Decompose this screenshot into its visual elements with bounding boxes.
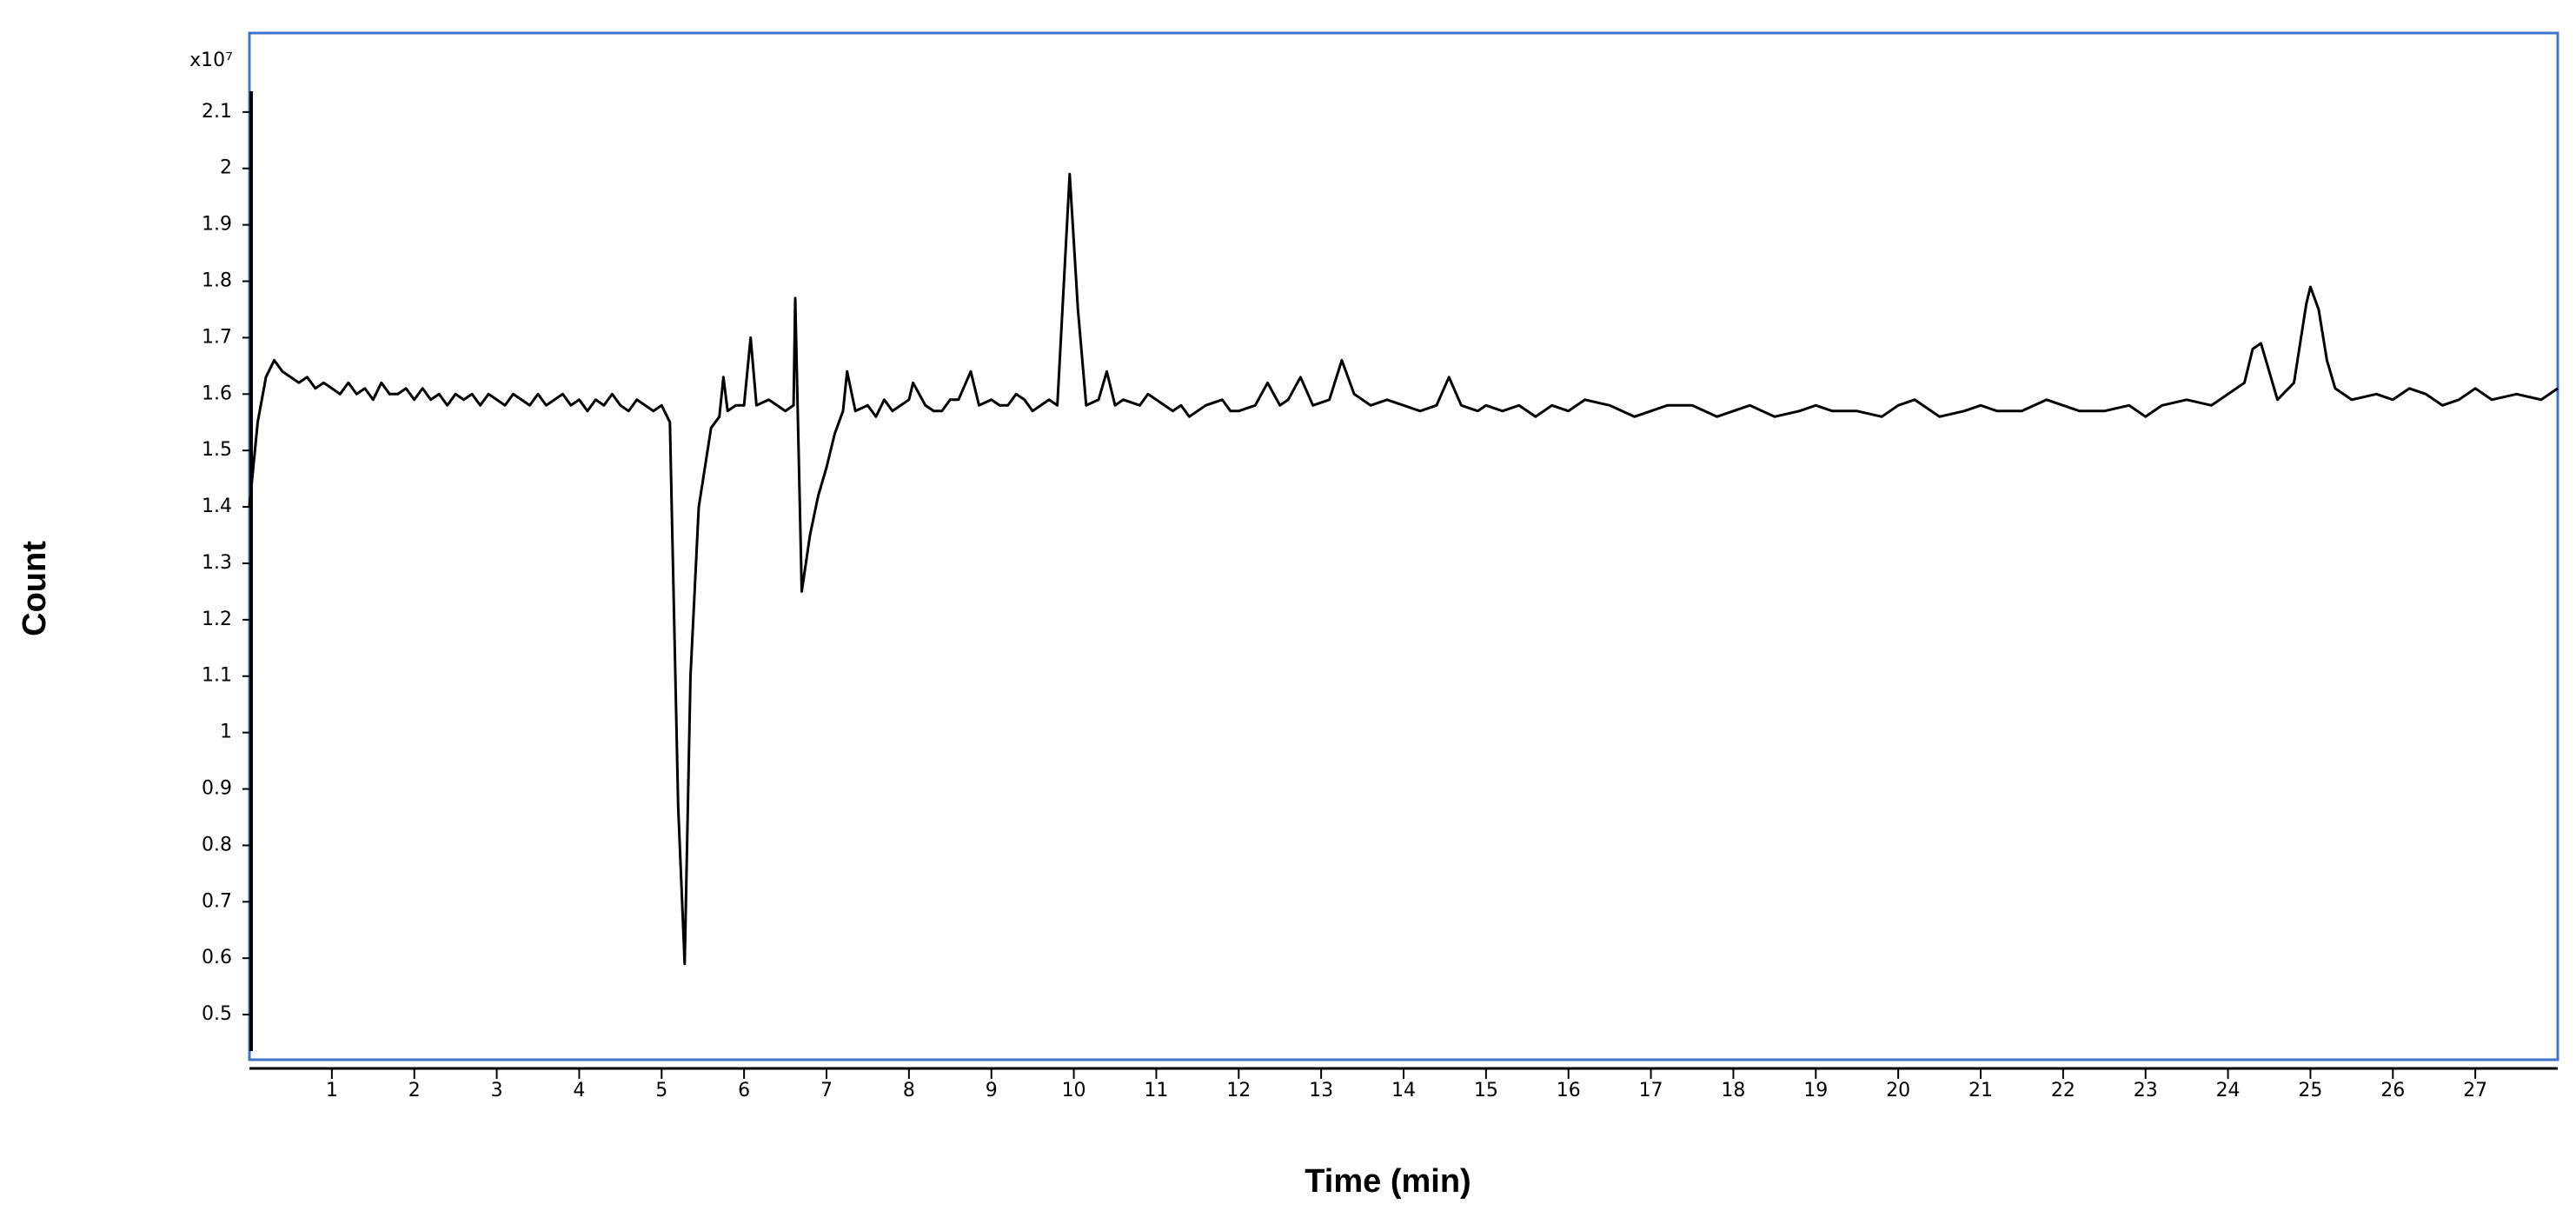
y-tick-label: 0.8 xyxy=(202,834,232,855)
x-tick-label: 10 xyxy=(1062,1080,1086,1101)
x-tick-label: 13 xyxy=(1309,1080,1333,1101)
y-axis-title: Count xyxy=(17,541,53,636)
x-tick-label: 11 xyxy=(1144,1080,1168,1101)
y-tick-label: 1.4 xyxy=(202,496,232,517)
y-tick-label: 1.7 xyxy=(202,326,232,348)
x-tick-label: 12 xyxy=(1226,1080,1251,1101)
x-tick-label: 6 xyxy=(738,1080,750,1101)
x-tick-label: 15 xyxy=(1474,1080,1498,1101)
x-tick-label: 7 xyxy=(820,1080,833,1101)
x-tick-label: 27 xyxy=(2463,1080,2487,1101)
y-tick-label: 0.7 xyxy=(202,890,232,912)
y-tick-label: 1 xyxy=(220,722,232,743)
x-tick-label: 18 xyxy=(1721,1080,1745,1101)
x-tick-label: 2 xyxy=(408,1080,421,1101)
y-tick-label: 1.6 xyxy=(202,383,232,404)
x-tick-label: 17 xyxy=(1639,1080,1663,1101)
x-tick-label: 14 xyxy=(1391,1080,1416,1101)
y-tick-label: 1.9 xyxy=(202,214,232,236)
plot-frame xyxy=(248,31,2559,1061)
x-tick-label: 9 xyxy=(986,1080,998,1101)
x-tick-label: 4 xyxy=(573,1080,585,1101)
x-tick-label: 23 xyxy=(2134,1080,2158,1101)
y-tick-label: 0.5 xyxy=(202,1003,232,1025)
x-tick-label: 16 xyxy=(1557,1080,1581,1101)
y-multiplier: x10⁷ xyxy=(189,50,233,71)
x-tick-label: 25 xyxy=(2298,1080,2322,1101)
x-tick-label: 21 xyxy=(1969,1080,1993,1101)
y-tick-label: 1.8 xyxy=(202,270,232,292)
y-tick-label: 1.5 xyxy=(202,439,232,461)
y-tick-label: 1.3 xyxy=(202,552,232,574)
x-tick-label: 22 xyxy=(2051,1080,2075,1101)
y-tick-label: 2.1 xyxy=(202,101,232,123)
x-tick-label: 3 xyxy=(491,1080,503,1101)
y-tick-label: 0.9 xyxy=(202,778,232,800)
x-tick-label: 19 xyxy=(1803,1080,1828,1101)
y-tick-label: 2 xyxy=(220,157,232,179)
x-tick-label: 20 xyxy=(1886,1080,1910,1101)
x-tick-label: 24 xyxy=(2216,1080,2241,1101)
y-tick-label: 0.6 xyxy=(202,947,232,968)
x-tick-label: 5 xyxy=(655,1080,667,1101)
trace-line xyxy=(248,172,2559,966)
x-tick-label: 1 xyxy=(326,1080,338,1101)
x-axis-title: Time (min) xyxy=(1305,1163,1471,1200)
y-tick-label: 1.2 xyxy=(202,609,232,630)
y-tick-label: 1.1 xyxy=(202,665,232,687)
x-tick-label: 26 xyxy=(2380,1080,2405,1101)
x-tick-label: 8 xyxy=(903,1080,915,1101)
